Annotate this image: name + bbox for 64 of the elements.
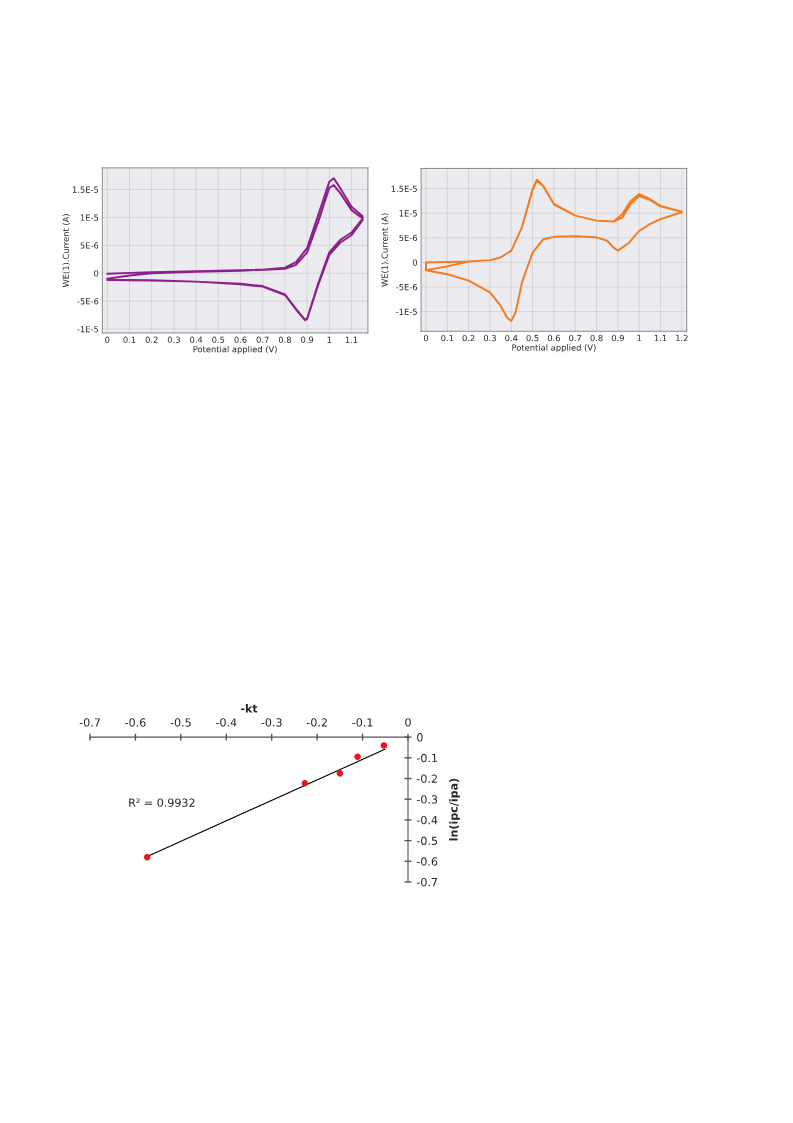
x-tick-label: 1.1 — [345, 336, 358, 343]
y-tick-label: -5E-6 — [396, 283, 418, 291]
y-tick-label: -0.5 — [416, 836, 438, 845]
x-axis-title: -kt — [240, 704, 258, 713]
y-axis-title: WE(1).Current (A) — [381, 213, 389, 287]
y-tick-label: 0 — [412, 259, 418, 266]
x-tick-label: 0.2 — [462, 334, 475, 342]
x-tick-label: 1 — [637, 335, 642, 342]
y-tick-label: -0.2 — [416, 774, 437, 783]
x-tick-label: -0.3 — [261, 718, 282, 727]
x-axis-title: Potential applied (V) — [193, 345, 277, 354]
y-tick-label: -0.7 — [416, 877, 438, 887]
y-tick-label: 1.5E-5 — [72, 186, 99, 193]
y-tick-label: 1.5E-5 — [391, 185, 417, 192]
x-tick-label: 0.7 — [256, 336, 269, 343]
x-tick-label: 0.9 — [301, 336, 314, 343]
x-tick-label: 0.4 — [190, 336, 203, 343]
x-tick-label: -0.6 — [125, 718, 146, 727]
x-tick-label: 0.6 — [547, 334, 561, 342]
x-tick-label: -0.2 — [306, 718, 327, 727]
x-tick-label: 0.5 — [212, 336, 225, 343]
x-tick-label: 0.8 — [278, 336, 291, 343]
x-axis-title: Potential applied (V) — [512, 344, 596, 353]
line-series — [425, 178, 683, 322]
y-tick-label: -1E-5 — [77, 326, 99, 333]
y-tick-label: -1E-5 — [396, 308, 417, 315]
x-tick-label: 1.2 — [676, 334, 688, 342]
x-tick-label: 0.5 — [526, 334, 539, 342]
point — [380, 742, 388, 749]
y-tick-label: 0 — [417, 733, 423, 742]
y-tick-label: -0.3 — [416, 795, 438, 804]
y-tick-label: -0.4 — [416, 815, 438, 825]
annotation: R² = 0.9932 — [129, 798, 195, 807]
x-tick-label: 1 — [327, 336, 332, 343]
point — [301, 780, 309, 787]
x-tick-label: -0.1 — [352, 718, 373, 727]
x-tick-label: 0.3 — [483, 334, 496, 342]
y-tick-label: 5E-6 — [80, 242, 99, 249]
y-tick-label: 0 — [94, 270, 99, 277]
y-tick-label: -5E-6 — [77, 298, 99, 305]
point — [354, 753, 361, 761]
x-tick-label: 0.8 — [590, 334, 603, 342]
x-tick-label: 0.1 — [441, 334, 454, 342]
y-tick-label: 1E-5 — [80, 214, 99, 221]
x-tick-label: 0.2 — [145, 336, 158, 343]
x-tick-label: 0.7 — [569, 334, 582, 342]
x-tick-label: 0 — [105, 336, 110, 343]
y-tick-label: 1E-5 — [399, 210, 417, 217]
y-tick-label: -0.1 — [416, 753, 437, 763]
x-tick-label: 1.1 — [654, 335, 667, 342]
point — [336, 770, 344, 777]
x-tick-label: 0.6 — [234, 336, 247, 343]
point — [143, 853, 151, 861]
x-tick-label: -0.5 — [170, 718, 191, 727]
y-axis-title: WE(1).Current (A) — [62, 214, 70, 288]
y-tick-label: 5E-6 — [399, 234, 418, 242]
x-tick-label: -0.4 — [215, 718, 237, 727]
x-tick-label: 0.9 — [611, 334, 624, 342]
x-tick-label: 0.1 — [123, 336, 136, 343]
x-tick-label: 0.3 — [167, 336, 180, 343]
y-axis-title: ln(ipc/ipa) — [449, 778, 460, 841]
y-tick-label: -0.6 — [416, 857, 438, 866]
x-tick-label: 0.4 — [505, 334, 518, 342]
line-series — [106, 177, 364, 322]
